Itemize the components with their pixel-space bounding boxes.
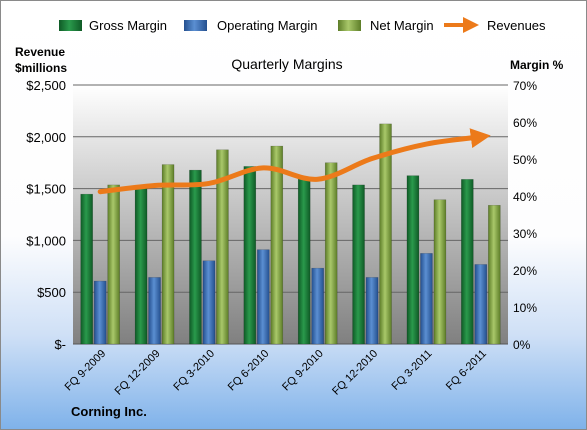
right-tick-label: 0% <box>513 338 531 352</box>
bars <box>80 123 501 345</box>
revenue-line-path <box>97 128 491 195</box>
legend-item-net-margin: Net Margin <box>338 18 434 33</box>
right-tick-label: 10% <box>513 301 537 315</box>
right-tick-label: 40% <box>513 190 537 204</box>
legend-swatch-gross-margin <box>59 20 82 31</box>
right-tick-label: 60% <box>513 116 537 130</box>
chart-title: Quarterly Margins <box>231 56 342 72</box>
left-tick-label: $1,500 <box>26 182 66 197</box>
bar-gross-margin <box>461 179 474 345</box>
category-label: FQ 12-2009 <box>113 348 163 398</box>
bar-net-margin <box>324 162 338 345</box>
left-tick-label: $500 <box>37 285 66 300</box>
left-axis-label-line-1: Revenue <box>15 45 65 59</box>
legend-item-gross-margin: Gross Margin <box>59 18 167 33</box>
bar-operating-margin <box>474 264 488 345</box>
legend-label-gross-margin: Gross Margin <box>89 18 167 33</box>
bar-operating-margin <box>257 249 270 345</box>
bar-net-margin <box>216 149 229 345</box>
bar-gross-margin <box>297 177 311 345</box>
bar-gross-margin <box>189 169 202 345</box>
right-tick-label: 70% <box>513 79 537 93</box>
right-tick-label: 50% <box>513 153 537 167</box>
bar-gross-margin <box>406 175 420 345</box>
right-tick-label: 30% <box>513 227 537 241</box>
company-label: Corning Inc. <box>71 404 147 419</box>
category-labels: FQ 9-2009 FQ 12-2009 FQ 3-2010 FQ 6-2010 FQ … <box>63 348 489 398</box>
legend-swatch-operating-margin <box>184 20 207 31</box>
category-label: FQ 6-2011 <box>444 348 489 393</box>
bar-gross-margin <box>352 184 365 345</box>
bar-gross-margin <box>134 186 148 345</box>
bar-operating-margin <box>93 280 107 345</box>
category-label: FQ 12-2010 <box>330 348 380 398</box>
category-label: FQ 9-2009 <box>63 348 109 394</box>
right-axis-label: Margin % <box>510 58 564 72</box>
legend-swatch-net-margin <box>338 20 361 31</box>
bar-net-margin <box>270 145 284 345</box>
bar-operating-margin <box>202 260 216 345</box>
legend-label-net-margin: Net Margin <box>370 18 434 33</box>
legend-item-operating-margin: Operating Margin <box>184 18 317 33</box>
bar-gross-margin <box>243 166 257 345</box>
bar-operating-margin <box>148 277 161 345</box>
category-label: FQ 3-2010 <box>171 348 217 394</box>
bar-operating-margin <box>365 277 379 345</box>
bar-operating-margin <box>311 267 324 345</box>
left-tick-label: $1,000 <box>26 233 66 248</box>
left-tick-label: $2,500 <box>26 78 66 93</box>
bar-net-margin <box>433 199 447 345</box>
legend-label-revenues: Revenues <box>487 18 546 33</box>
left-axis-label-line-2: $millions <box>15 61 67 75</box>
left-axis-ticks: $- $500 $1,000 $1,500 $2,000 $2,500 <box>26 78 66 352</box>
legend-item-revenues: Revenues <box>444 17 546 33</box>
category-label: FQ 6-2010 <box>226 348 272 394</box>
bar-gross-margin <box>80 193 93 345</box>
legend-label-operating-margin: Operating Margin <box>217 18 317 33</box>
bar-net-margin <box>107 184 120 345</box>
category-label: FQ 3-2011 <box>389 348 434 393</box>
legend: Gross Margin Operating Margin Net Margin… <box>59 17 546 33</box>
left-tick-label: $- <box>54 337 66 352</box>
left-tick-label: $2,000 <box>26 130 66 145</box>
bar-net-margin <box>379 123 392 345</box>
right-axis-ticks: 0% 10% 20% 30% 40% 50% 60% 70% <box>513 79 537 352</box>
bar-operating-margin <box>420 253 433 345</box>
revenue-line <box>97 128 491 195</box>
category-label: FQ 9-2010 <box>280 348 326 394</box>
bar-net-margin <box>488 205 501 345</box>
bar-net-margin <box>161 164 175 345</box>
right-tick-label: 20% <box>513 264 537 278</box>
